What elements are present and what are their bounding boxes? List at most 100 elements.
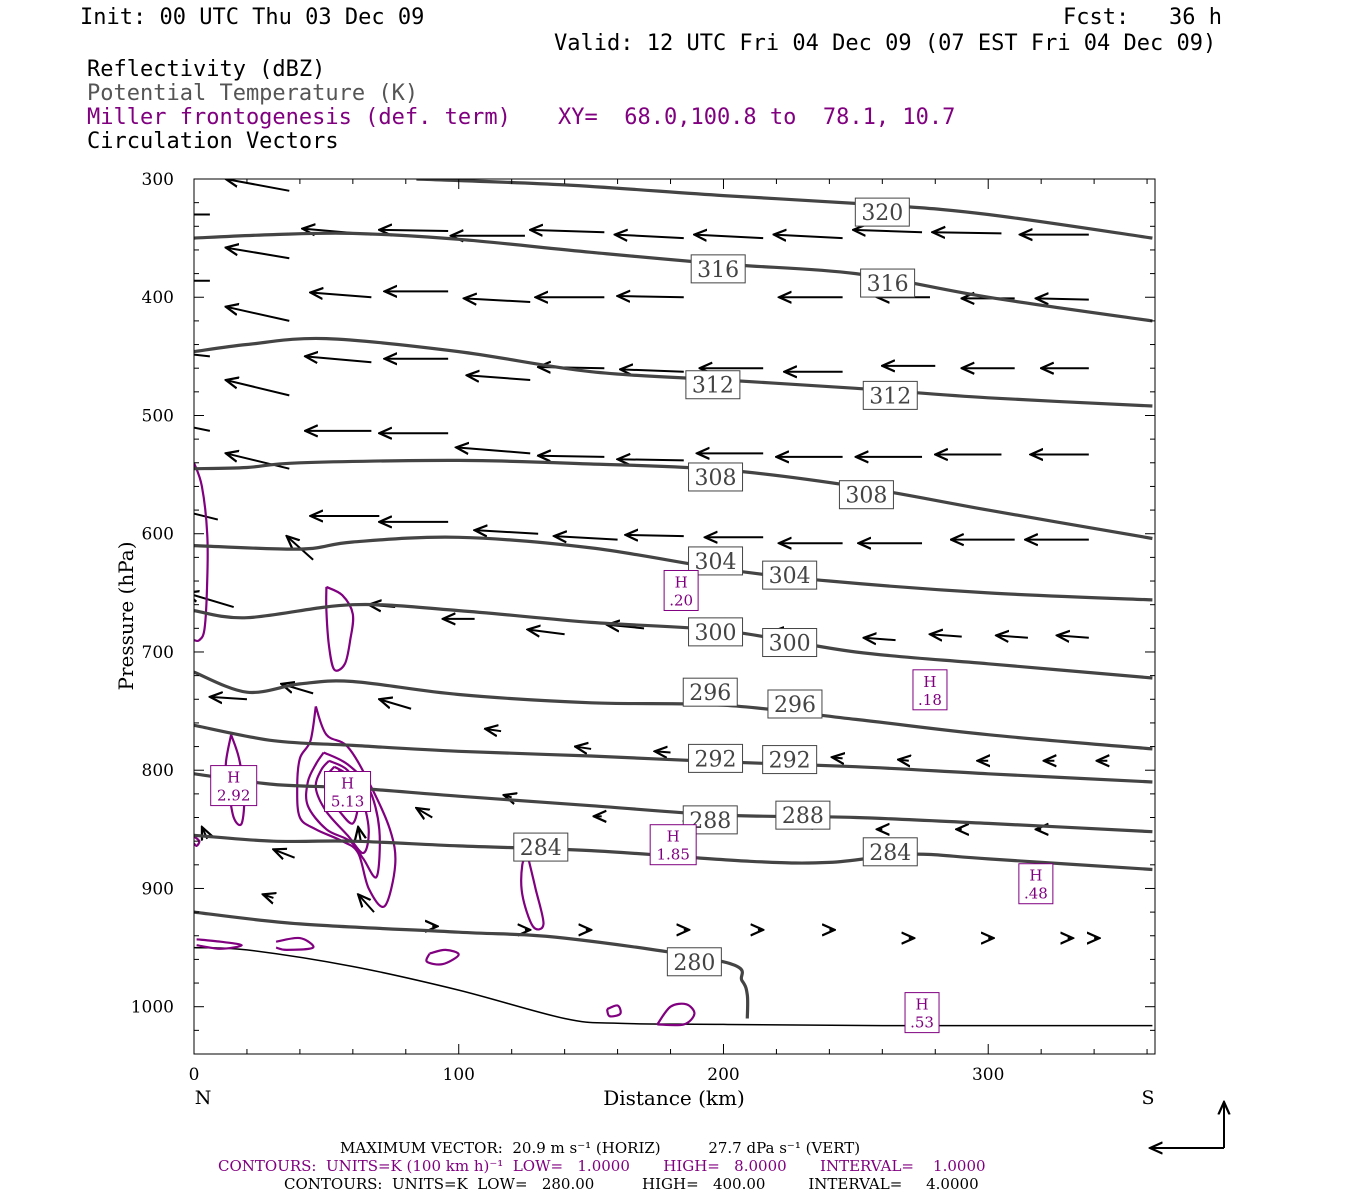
circulation-vector (194, 353, 210, 358)
circulation-vector (930, 634, 962, 636)
terrain-line (194, 946, 1153, 1027)
theta-contour-300 (194, 602, 1153, 680)
circulation-vector (210, 697, 248, 699)
circulation-vector (655, 751, 671, 752)
contour-label: 280 (673, 951, 715, 976)
field-reflectivity-label: Reflectivity (dBZ) (87, 57, 326, 82)
circulation-vector (194, 593, 234, 608)
theta-contour-304 (194, 535, 1153, 602)
contour-label-box (862, 380, 918, 410)
contour-label-box (685, 370, 741, 400)
frontogenesis-contour (605, 1004, 622, 1018)
field-vectors-label: Circulation Vectors (87, 129, 339, 154)
circulation-vector (774, 235, 843, 239)
x-axis-title: Distance (km) (603, 1086, 745, 1110)
circulation-vector (194, 426, 211, 432)
circulation-vector (358, 827, 361, 842)
reference-vector-icon (1150, 1102, 1224, 1148)
contour-label-box (762, 628, 818, 658)
theta-contour-296 (194, 670, 1153, 751)
circulation-vector (305, 356, 372, 362)
high-marker-value: .53 (910, 1014, 934, 1032)
high-marker-box (649, 824, 697, 866)
field-theta-label: Potential Temperature (K) (87, 81, 419, 106)
contour-label: 284 (869, 841, 911, 866)
circulation-vector (194, 512, 219, 521)
contour-label: 312 (692, 374, 734, 399)
contour-label-box (666, 947, 722, 977)
contour-label: 292 (769, 749, 811, 774)
circulation-vector (226, 380, 290, 397)
y-tick-label: 900 (142, 879, 174, 899)
frontogenesis-contour (325, 585, 355, 672)
contour-label: 316 (697, 258, 739, 283)
circulation-vector (530, 230, 605, 232)
x-tick-label: 0 (189, 1065, 200, 1085)
circulation-vector (618, 459, 684, 460)
circulation-vector (575, 747, 592, 749)
contour-label-box (762, 745, 818, 775)
circulation-vector (226, 179, 290, 192)
theta-contour-308 (194, 458, 1153, 541)
theta-contour-320 (416, 179, 1153, 240)
circulation-vector (379, 230, 449, 231)
circulation-vector (620, 369, 684, 371)
circulation-vector (226, 248, 290, 260)
high-marker-value: 2.92 (217, 787, 250, 805)
y-tick-label: 400 (142, 288, 174, 308)
circulation-vector (528, 630, 565, 635)
contour-label-box (860, 268, 916, 298)
contour-label-box (838, 480, 894, 510)
contour-label: 288 (782, 804, 824, 829)
high-marker-letter: H (1029, 867, 1042, 885)
circulation-vector (1057, 635, 1089, 637)
north-end-label: N (195, 1087, 212, 1109)
circulation-vector (538, 456, 605, 457)
contour-label: 284 (520, 836, 562, 861)
high-marker-letter: H (923, 673, 936, 691)
y-tick-label: 700 (142, 643, 174, 663)
frontogenesis-contour (194, 835, 201, 848)
theta-contour-316 (194, 231, 1153, 323)
frontogenesis-contour (656, 1002, 696, 1027)
contour-label: 312 (869, 384, 911, 409)
field-frontogenesis-label: Miller frontogenesis (def. term) (87, 105, 511, 130)
theta-contours (194, 179, 1153, 1019)
contour-label: 308 (695, 466, 737, 491)
x-tick-label: 100 (443, 1065, 475, 1085)
high-marker-box (912, 669, 948, 711)
y-tick-label: 500 (142, 406, 174, 426)
theta-contour-292 (194, 723, 1153, 784)
contour-label: 300 (769, 632, 811, 657)
contour-label-box (767, 689, 823, 719)
circulation-vector (615, 235, 684, 239)
theta-contour-note: CONTOURS: UNITS=K LOW= 280.00 HIGH= 400.… (284, 1175, 979, 1193)
high-marker-letter: H (915, 996, 928, 1014)
contour-label: 304 (769, 564, 811, 589)
init-time-label: Init: 00 UTC Thu 03 Dec 09 (80, 5, 425, 30)
circulation-vector (263, 894, 274, 898)
x-tick-label: 300 (972, 1065, 1004, 1085)
circulation-vector (504, 795, 512, 797)
terrain-profile (194, 946, 1153, 1027)
frontogenesis-contour (296, 706, 397, 909)
circulation-vector (464, 298, 531, 302)
high-marker-box (210, 765, 258, 807)
contour-label-box (513, 832, 569, 862)
high-marker-value: .18 (918, 691, 942, 709)
contour-label-box (862, 837, 918, 867)
circulation-vector (379, 699, 412, 710)
cross-section-endpoints: XY= 68.0,100.8 to 78.1, 10.7 (558, 105, 956, 130)
contour-label-box (690, 254, 746, 284)
circulation-vector (358, 894, 375, 913)
axes: 300 400 500 600 700 800 900 1000 0 100 200 300 (131, 170, 1155, 1085)
circulation-vector (694, 235, 764, 239)
circulation-vector (626, 535, 684, 536)
y-axis-title: Pressure (hPa) (114, 542, 138, 691)
high-marker-value: .48 (1024, 885, 1048, 903)
theta-contour-280 (194, 910, 750, 1019)
y-tick-label: 800 (142, 761, 174, 781)
frontogenesis-contour-note: CONTOURS: UNITS=K (100 km h)⁻¹ LOW= 1.00… (218, 1157, 986, 1175)
contour-label: 304 (695, 550, 737, 575)
